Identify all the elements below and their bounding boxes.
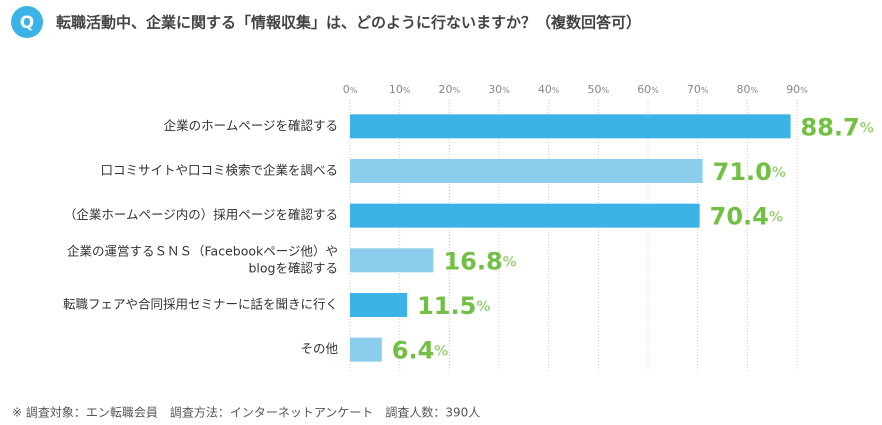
value-label: 70.4%	[710, 203, 783, 231]
value-label: 88.7%	[801, 113, 874, 141]
x-tick-label: 70%	[687, 83, 709, 96]
bar	[350, 114, 791, 139]
x-tick-label: 80%	[737, 83, 759, 96]
category-label: 企業のホームページを確認する	[164, 118, 338, 133]
category-label: 口コミサイトや口コミ検索で企業を調べる	[100, 163, 338, 178]
x-tick-label: 90%	[786, 83, 808, 96]
question-badge: Q	[20, 13, 34, 33]
value-label: 6.4%	[392, 337, 449, 365]
category-label: blogを確認する	[249, 260, 339, 275]
value-label: 11.5%	[417, 292, 490, 320]
category-label: 企業の運営するＳＮＳ（Facebookページ他）や	[67, 243, 338, 258]
bar	[350, 337, 382, 362]
bar	[350, 203, 700, 228]
category-label: 転職フェアや合同採用セミナーに話を聞きに行く	[63, 297, 338, 312]
category-label: （企業ホームページ内の）採用ページを確認する	[64, 207, 338, 222]
bar	[350, 248, 434, 273]
bar	[350, 293, 408, 317]
x-tick-label: 40%	[538, 83, 560, 96]
x-tick-label: 50%	[588, 83, 610, 96]
x-tick-label: 60%	[637, 83, 659, 96]
category-label: その他	[300, 341, 338, 356]
x-tick-label: 20%	[439, 83, 461, 96]
value-label: 16.8%	[443, 247, 516, 275]
chart-title: 転職活動中、企業に関する「情報収集」は、どのように行ないますか？（複数回答可）	[56, 14, 641, 32]
value-label: 71.0%	[713, 158, 786, 186]
bar	[350, 159, 703, 183]
x-tick-label: 10%	[389, 83, 411, 96]
footnote: ※ 調査対象：エン転職会員 調査方法：インターネットアンケート 調査人数：390…	[12, 405, 480, 420]
question-badge-circle	[11, 6, 43, 38]
x-tick-label: 0%	[343, 83, 358, 96]
x-tick-label: 30%	[488, 83, 510, 96]
